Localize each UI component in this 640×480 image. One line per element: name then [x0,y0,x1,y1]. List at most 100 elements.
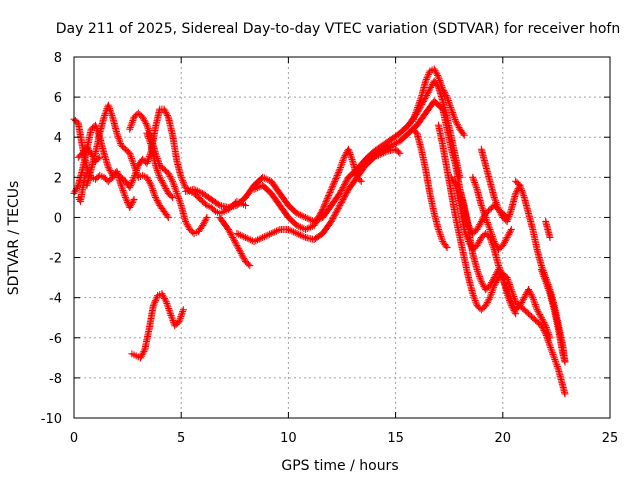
data-point-fill [144,158,152,166]
data-point-fill [538,267,546,275]
data-point-fill [469,291,477,299]
data-point-fill [320,202,328,210]
data-point-fill [454,122,462,130]
data-point [340,153,348,161]
data-point [179,306,187,314]
data-point-fill [505,212,513,220]
data-point-fill [495,267,503,275]
data-point-fill [165,305,173,313]
data-point-fill [168,313,176,321]
data-point-fill [476,272,484,280]
data-point [160,105,168,113]
data-point [175,318,183,326]
x-tick-label: 5 [177,431,185,446]
data-point-fill [447,103,455,111]
data-point-fill [438,83,446,91]
data-point-fill [245,235,253,243]
data-point-fill [450,178,458,186]
data-point [516,302,524,310]
data-point-fill [174,191,182,199]
data-point [447,173,455,181]
data-point-fill [437,80,445,88]
data-point-fill [166,308,174,316]
data-point-fill [128,118,136,126]
data-point-fill [424,72,432,80]
data-point-fill [144,156,152,164]
data-point [237,250,245,258]
data-point-fill [449,109,457,117]
data-point-fill [239,253,247,261]
data-point-fill [228,232,236,240]
data-point-fill [493,200,501,208]
data-point-fill [386,142,394,150]
data-point-fill [274,226,282,234]
data-point-fill [475,271,483,279]
data-point-fill [530,297,538,305]
data-point [242,234,250,241]
data-point-fill [144,133,152,141]
data-point-fill [505,230,513,238]
data-point-fill [411,110,419,118]
data-point-fill [163,112,171,120]
data-point-fill [153,165,161,173]
data-point-fill [500,240,508,248]
data-point-fill [159,180,167,188]
data-point-fill [496,269,504,277]
data-point-fill [155,170,163,178]
data-point [525,286,533,294]
data-point-fill [483,298,491,306]
data-point-fill [502,235,510,243]
data-point-fill [508,303,516,311]
data-point-fill [312,217,320,225]
data-point [396,149,404,157]
data-point-fill [177,313,185,321]
data-point [443,244,451,252]
data-point-fill [479,207,487,215]
data-point-fill [425,87,433,95]
data-point [546,234,554,241]
data-point-fill [527,290,535,298]
data-point-fill [296,223,304,231]
data-point-fill [483,217,491,225]
data-point-fill [106,105,114,113]
data-point-fill [300,213,308,221]
data-point [477,217,485,225]
data-point-fill [507,300,515,308]
data-point-fill [264,176,272,184]
data-point-fill [348,156,356,164]
data-point-fill [146,138,154,146]
data-point-fill [551,356,559,364]
data-point-fill [471,180,479,188]
data-point-fill [146,180,154,188]
data-point-fill [163,301,171,309]
data-point-fill [438,236,446,244]
chart-title: Day 211 of 2025, Sidereal Day-to-day VTE… [56,21,620,37]
data-point-fill [163,212,171,220]
data-point [117,181,125,189]
data-point-fill [449,177,457,185]
data-point-fill [314,214,322,222]
data-point-fill [151,192,159,200]
data-point-fill [409,115,417,123]
data-point-fill [417,95,425,103]
data-point-fill [336,164,344,172]
data-point-fill [175,196,183,204]
data-point-fill [504,291,512,299]
data-point [507,302,515,310]
data-point [310,221,318,229]
data-point-fill [391,140,399,148]
data-point [426,85,434,93]
data-point-fill [444,95,452,103]
data-point-fill [416,97,424,105]
data-point [336,201,344,209]
data-point-fill [476,274,484,282]
data-point-fill [392,139,400,147]
data-point [344,145,352,153]
data-point [482,302,490,310]
data-point [490,238,498,246]
data-point [452,117,460,125]
data-point-fill [509,305,517,313]
data-point [469,290,477,298]
data-point-fill [528,292,536,300]
